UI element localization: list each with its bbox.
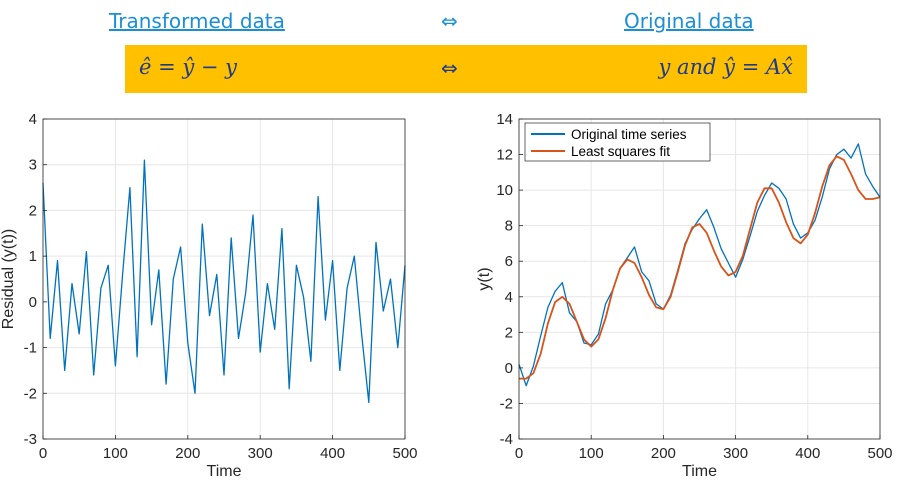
y-tick-label: 14 [496,111,513,128]
timeseries-chart: 0 100 200 300 400 500 -4 -2 0 2 4 6 8 10 12 14 Time y(t) O… [476,111,893,480]
x-tick-label: 400 [795,445,820,462]
legend-box [524,122,711,162]
x-tick-label: 500 [867,445,892,462]
y-tick-label: 12 [496,147,513,164]
equivalence-arrow-top: ⇔ [441,9,458,33]
legend: Original time series Least squares fit [524,122,711,162]
y-axis-label: Residual (y(t)) [0,229,17,329]
y-tick-label: 10 [496,182,513,199]
model-formula: y and ŷ = Ax̂ [658,55,793,79]
x-tick-label: 300 [248,445,273,462]
x-tick-label: 200 [651,445,676,462]
plot-area [519,119,880,439]
y-tick-label: -2 [500,395,513,412]
y-tick-label: 2 [29,202,37,219]
y-tick-label: 4 [505,289,513,306]
legend-label-2: Least squares fit [571,144,670,159]
y-tick-label: 0 [29,294,37,311]
y-tick-label: 2 [505,324,513,341]
y-tick-label: 8 [505,218,513,235]
equivalence-arrow-formula: ⇔ [441,56,458,80]
original-data-link[interactable]: Original data [624,9,754,33]
residual-chart: 0 100 200 300 400 500 -3 -2 -1 0 1 2 3 4 Time Residual … [0,111,418,480]
x-axis-label: Time [207,463,242,480]
formula-band: ê = ŷ − y ⇔ y and ŷ = Ax̂ [125,45,807,93]
y-tick-label: 6 [505,253,513,270]
y-axis-label: y(t) [476,267,493,290]
x-tick-label: 200 [175,445,200,462]
x-tick-label: 0 [515,445,523,462]
series-line-2 [519,155,881,380]
x-tick-label: 300 [723,445,748,462]
y-tick-label: 3 [29,157,37,174]
plot-area [43,119,405,439]
y-tick-label: -4 [500,431,513,448]
x-tick-label: 0 [39,445,47,462]
y-tick-label: -2 [24,385,37,402]
transformed-data-link[interactable]: Transformed data [109,9,285,33]
residual-formula: ê = ŷ − y [139,55,238,79]
y-tick-label: -3 [24,431,37,448]
axes-box [42,118,406,440]
series-line-1 [42,159,406,404]
y-tick-label: -1 [24,340,37,357]
y-tick-label: 0 [505,360,513,377]
x-tick-label: 100 [103,445,128,462]
x-tick-label: 500 [392,445,417,462]
legend-label-1: Original time series [571,127,687,142]
y-tick-label: 4 [29,111,37,128]
x-tick-label: 400 [320,445,345,462]
x-tick-label: 100 [579,445,604,462]
y-tick-label: 1 [29,248,37,265]
x-axis-label: Time [682,463,717,480]
axes-box [518,118,881,440]
